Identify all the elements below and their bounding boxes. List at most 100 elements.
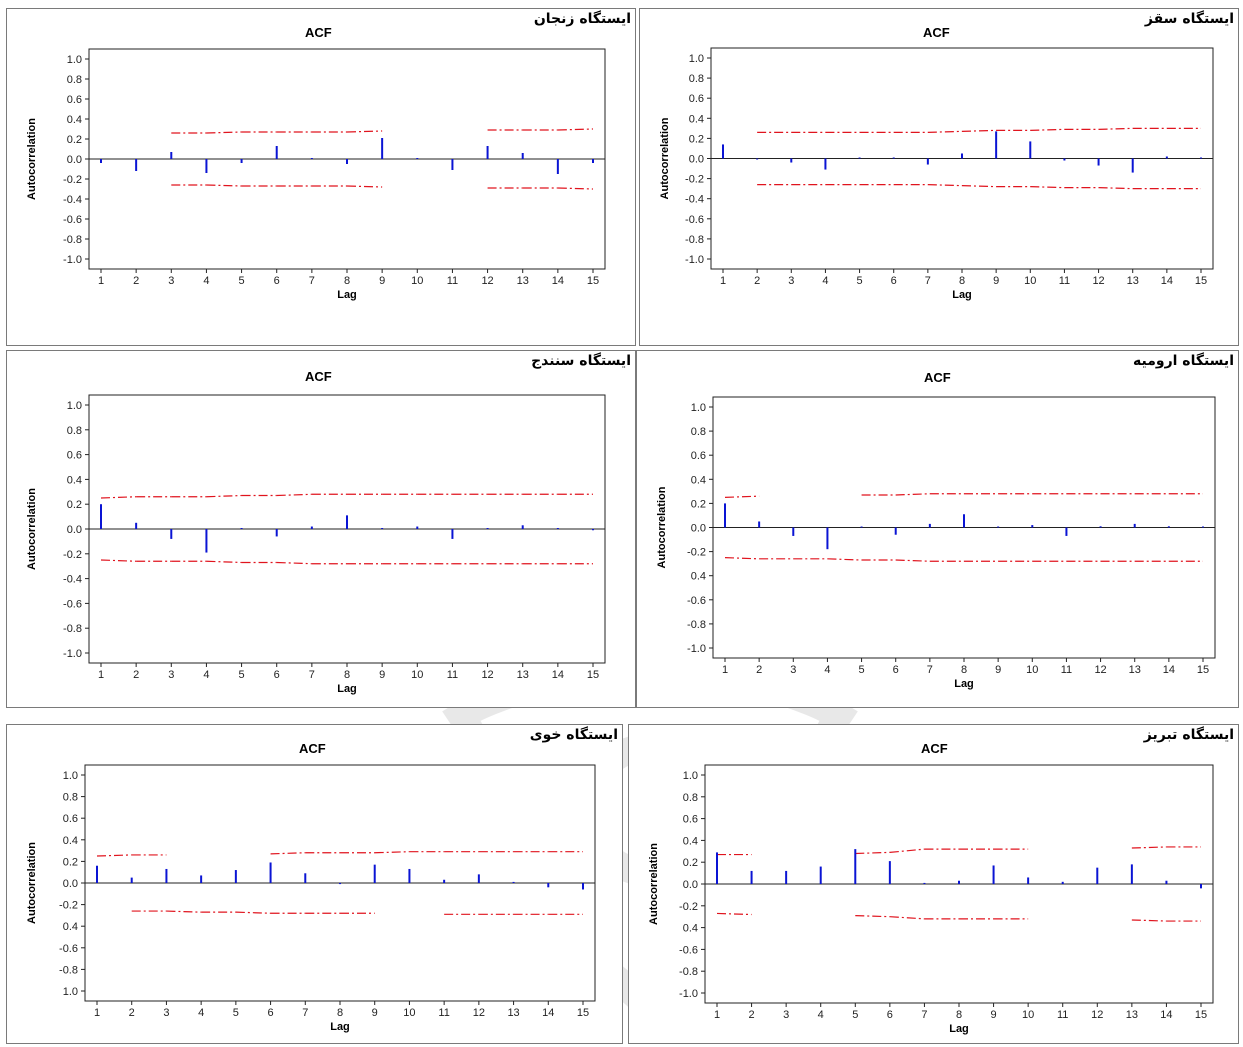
x-tick-label: 8 bbox=[961, 664, 967, 676]
x-tick-label: 4 bbox=[822, 275, 828, 287]
x-axis-label: Lag bbox=[954, 678, 974, 690]
acf-panel-tabriz: ایستگاه تبریز ACF 1.0 0.8 0.6 0.4 0.2 0.0 -0.2… bbox=[628, 724, 1239, 1044]
y-tick-label: 0.4 bbox=[691, 474, 706, 486]
x-tick-label: 10 bbox=[1022, 1009, 1034, 1021]
x-tick-label: 1 bbox=[98, 275, 104, 287]
x-tick-label: 5 bbox=[852, 1009, 858, 1021]
confidence-limit-lower bbox=[724, 557, 760, 560]
confidence-limit-upper bbox=[96, 854, 132, 857]
x-tick-label: 10 bbox=[411, 669, 423, 681]
y-tick-label: -0.6 bbox=[679, 944, 698, 956]
y-tick-label: -0.2 bbox=[63, 549, 82, 561]
x-tick-label: 4 bbox=[818, 1009, 824, 1021]
confidence-limit-upper bbox=[724, 495, 760, 498]
y-tick-label: 0.0 bbox=[63, 878, 78, 890]
x-tick-label: 11 bbox=[1059, 275, 1070, 287]
y-tick-label: -0.8 bbox=[59, 964, 78, 976]
x-tick-label: 7 bbox=[925, 275, 931, 287]
confidence-limit-upper bbox=[1030, 128, 1065, 131]
y-tick-label: 0.6 bbox=[683, 814, 698, 826]
x-tick-label: 2 bbox=[756, 664, 762, 676]
confidence-limit-upper bbox=[889, 848, 925, 853]
x-tick-label: 6 bbox=[891, 275, 897, 287]
x-tick-label: 1 bbox=[722, 664, 728, 676]
acf-plot: 1.00.80.60.40.20.0-0.20.4-0.6-0.8-1.01 2 3… bbox=[648, 764, 1214, 1035]
confidence-limit-upper bbox=[100, 496, 137, 499]
y-axis-label: Autocorrelation bbox=[656, 486, 668, 568]
confidence-limit-lower bbox=[100, 559, 137, 562]
confidence-limit-upper bbox=[927, 130, 963, 133]
confidence-limit-upper bbox=[895, 493, 930, 496]
y-tick-label: 0.4 bbox=[683, 835, 698, 847]
x-tick-label: 4 bbox=[198, 1007, 204, 1019]
y-tick-label: 0.6 bbox=[691, 450, 706, 462]
x-tick-label: 9 bbox=[991, 1009, 997, 1021]
y-tick-label: 0.8 bbox=[689, 73, 704, 85]
y-tick-label: 0.4 bbox=[63, 921, 78, 933]
x-tick-label: 13 bbox=[517, 669, 529, 681]
confidence-limit-lower bbox=[716, 912, 752, 916]
x-tick-label: 6 bbox=[274, 669, 280, 681]
x-tick-label: 15 bbox=[587, 669, 599, 681]
chart-title: ACF bbox=[299, 741, 326, 756]
y-tick-label: 0.2 bbox=[67, 134, 82, 146]
x-tick-label: 15 bbox=[587, 275, 599, 287]
x-tick-label: 11 bbox=[447, 669, 458, 681]
x-tick-label: 9 bbox=[993, 275, 999, 287]
x-tick-label: 12 bbox=[481, 275, 493, 287]
y-tick-label: 1.0 bbox=[683, 770, 698, 782]
x-tick-label: 5 bbox=[239, 669, 245, 681]
acf-plot: 1.00.80.60.40.20.0-0.20.4-0.6-0.81.01 2 3 4… bbox=[26, 764, 596, 1033]
x-tick-label: 8 bbox=[959, 275, 965, 287]
confidence-limit-lower bbox=[276, 561, 312, 565]
x-tick-label: 2 bbox=[133, 275, 139, 287]
x-tick-label: 12 bbox=[1094, 664, 1106, 676]
y-tick-label: -0.6 bbox=[63, 214, 82, 226]
y-tick-label: -0.2 bbox=[63, 174, 82, 186]
y-tick-label: 0.2 bbox=[689, 133, 704, 145]
y-tick-label: 0.4 bbox=[63, 835, 78, 847]
chart-title: ACF bbox=[921, 741, 948, 756]
confidence-limit-upper bbox=[557, 128, 594, 131]
acf-panel-saqqez: ایستگاه سقز ACF 1.0 0.8 0.6 0.4 0.2 0.0 -0.2 -0… bbox=[639, 8, 1239, 346]
x-tick-label: 4 bbox=[824, 664, 830, 676]
x-tick-label: 12 bbox=[473, 1007, 485, 1019]
y-tick-label: 1.0 bbox=[689, 53, 704, 65]
y-tick-label: 1.0 bbox=[67, 400, 82, 412]
station-title: ایستگاه سنندج bbox=[531, 353, 631, 369]
y-tick-label: -0.6 bbox=[59, 943, 78, 955]
x-axis-label: Lag bbox=[949, 1023, 969, 1035]
confidence-limit-upper bbox=[374, 851, 410, 854]
x-tick-label: 12 bbox=[1092, 275, 1104, 287]
x-tick-label: 15 bbox=[1195, 275, 1207, 287]
acf-plot: 1.00.80.60.40.20.0-0.2-0.4-0.6-0.8-1.01 2… bbox=[659, 47, 1214, 301]
y-tick-label: 0.6 bbox=[63, 813, 78, 825]
x-tick-label: 14 bbox=[552, 669, 564, 681]
confidence-limit-lower bbox=[1098, 187, 1133, 190]
x-tick-label: 13 bbox=[1129, 664, 1141, 676]
y-tick-label: 0.4 bbox=[683, 923, 698, 935]
y-tick-label: -0.4 bbox=[63, 194, 82, 206]
x-tick-label: 10 bbox=[1024, 275, 1036, 287]
confidence-limit-lower bbox=[206, 184, 242, 187]
chart-title: ACF bbox=[923, 25, 950, 40]
y-tick-label: 0.8 bbox=[67, 74, 82, 86]
confidence-limit-upper bbox=[1131, 846, 1167, 849]
y-tick-label: -0.2 bbox=[687, 547, 706, 559]
y-tick-label: -0.4 bbox=[685, 194, 704, 206]
x-tick-label: 8 bbox=[344, 275, 350, 287]
y-tick-label: -0.2 bbox=[679, 901, 698, 913]
x-tick-label: 5 bbox=[233, 1007, 239, 1019]
y-tick-label: -0.6 bbox=[687, 595, 706, 607]
x-tick-label: 6 bbox=[274, 275, 280, 287]
x-tick-label: 2 bbox=[129, 1007, 135, 1019]
x-tick-label: 14 bbox=[1161, 275, 1173, 287]
acf-panel-zanjan: ایستگاه زنجان ACF 1.0 0.8 0.6 0.4 0.2 0.0 -0.2… bbox=[6, 8, 636, 346]
x-tick-label: 3 bbox=[163, 1007, 169, 1019]
x-tick-label: 9 bbox=[379, 669, 385, 681]
y-tick-label: 0.0 bbox=[689, 154, 704, 166]
y-tick-label: -0.4 bbox=[63, 574, 82, 586]
confidence-limit-lower bbox=[1131, 919, 1167, 922]
chart-title: ACF bbox=[924, 370, 951, 385]
y-tick-label: 0.2 bbox=[67, 499, 82, 511]
